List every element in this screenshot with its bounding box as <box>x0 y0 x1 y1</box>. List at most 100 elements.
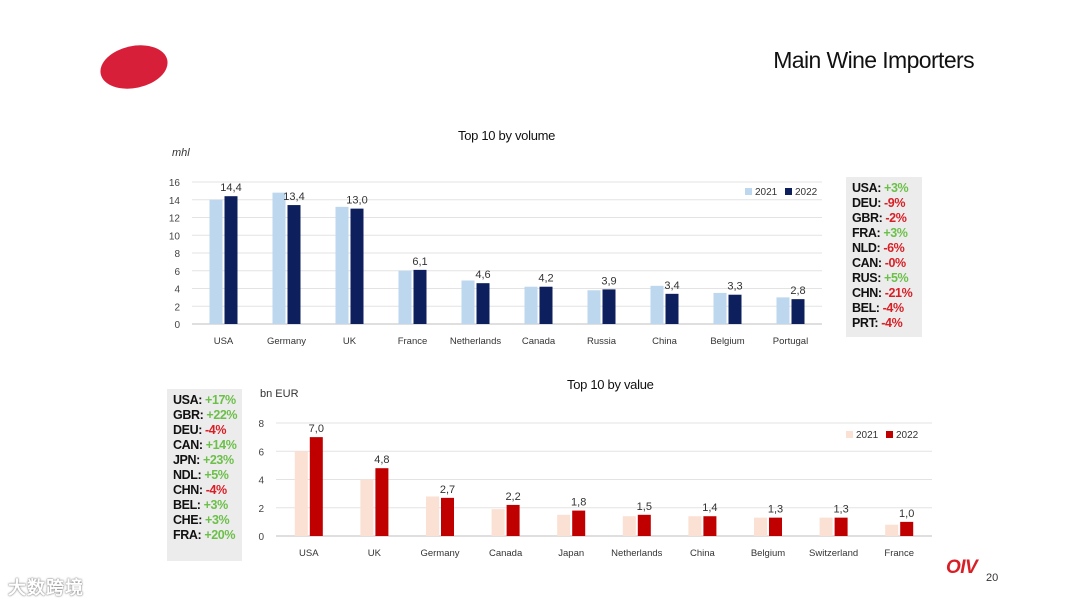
volume-category-label: Belgium <box>710 336 744 347</box>
value-bar-2022 <box>441 497 454 536</box>
volume-category-label: France <box>398 336 428 347</box>
change-value: +23% <box>199 453 234 467</box>
change-value: +3% <box>201 513 230 527</box>
value-bar-2021 <box>294 451 308 536</box>
value-change-row: GBR: +22% <box>173 408 238 423</box>
value-change-box: USA: +17% GBR: +22% DEU: -4% CAN: +14% JPN: … <box>167 389 242 561</box>
value-bar-2022 <box>834 517 848 536</box>
country-code: JPN: <box>173 453 200 467</box>
volume-ytick-label: 0 <box>174 320 180 331</box>
change-value: +3% <box>880 226 908 240</box>
volume-data-label: 3,3 <box>727 281 742 293</box>
value-change-row: CAN: +14% <box>173 438 237 453</box>
volume-bar-2021 <box>713 292 727 324</box>
country-code: CHN: <box>852 286 882 300</box>
value-data-label: 1,8 <box>571 497 586 509</box>
volume-chart-title: Top 10 by volume <box>458 128 556 143</box>
value-bar-2021 <box>557 514 571 536</box>
value-bar-2021 <box>360 479 374 536</box>
volume-data-label: 13,4 <box>283 191 304 203</box>
value-change-row: CHN: -4% <box>173 483 236 498</box>
change-value: -9% <box>880 196 906 210</box>
volume-category-label: Portugal <box>773 336 808 347</box>
value-category-label: Netherlands <box>611 548 662 559</box>
change-value: -6% <box>880 241 905 255</box>
volume-bar-2022 <box>476 283 490 324</box>
page-number: 20 <box>986 572 999 584</box>
volume-change-row: FRA: +3% <box>852 226 916 241</box>
value-legend-swatch <box>846 431 853 438</box>
value-bar-2022 <box>703 516 717 536</box>
value-bar-2021 <box>754 517 767 536</box>
volume-change-row: PRT: -4% <box>852 316 916 331</box>
volume-category-label: Canada <box>522 336 556 347</box>
volume-category-label: USA <box>214 336 234 347</box>
volume-bar-2022 <box>413 269 427 324</box>
change-value: -4% <box>878 316 903 330</box>
value-bar-2022 <box>506 504 520 536</box>
value-category-label: Japan <box>558 548 584 559</box>
value-data-label: 4,8 <box>374 454 389 466</box>
volume-unit-label: mhl <box>172 147 190 159</box>
volume-data-label: 2,8 <box>790 285 805 297</box>
value-legend-swatch <box>886 431 893 438</box>
volume-category-label: UK <box>343 336 357 347</box>
change-value: -0% <box>881 256 906 270</box>
value-data-label: 1,4 <box>702 502 717 514</box>
volume-data-label: 3,4 <box>664 280 679 292</box>
volume-bar-2021 <box>650 285 664 324</box>
volume-bar-2021 <box>587 290 601 324</box>
volume-bar-2022 <box>539 286 553 324</box>
volume-bar-2022 <box>287 205 301 324</box>
change-value: +20% <box>201 528 236 542</box>
value-bar-2022 <box>900 521 914 536</box>
value-change-row: JPN: +23% <box>173 453 236 468</box>
value-data-label: 1,0 <box>899 508 914 520</box>
volume-category-label: China <box>652 336 678 347</box>
change-value: +3% <box>200 498 229 512</box>
value-category-label: France <box>884 548 914 559</box>
value-category-label: UK <box>368 548 382 559</box>
change-value: -4% <box>202 483 227 497</box>
volume-change-row: NLD: -6% <box>852 241 916 256</box>
volume-ytick-label: 2 <box>174 302 180 313</box>
volume-bar-2021 <box>461 280 475 324</box>
country-code: GBR: <box>852 211 883 225</box>
value-unit-label: bn EUR <box>260 388 299 400</box>
volume-category-label: Netherlands <box>450 336 501 347</box>
value-bar-2021 <box>426 496 439 536</box>
country-code: CHN: <box>173 483 203 497</box>
value-legend-label: 2022 <box>896 430 919 441</box>
value-category-label: Switzerland <box>809 548 858 559</box>
country-code: NDL: <box>173 468 202 482</box>
volume-ytick-label: 16 <box>169 178 181 189</box>
volume-bar-2021 <box>335 206 349 324</box>
volume-legend-label: 2021 <box>755 187 778 198</box>
change-value: -2% <box>882 211 907 225</box>
volume-ytick-label: 6 <box>174 267 180 278</box>
volume-change-row: USA: +3% <box>852 181 916 196</box>
volume-data-label: 13,0 <box>346 195 367 207</box>
value-ytick-label: 6 <box>258 447 264 458</box>
value-change-row: USA: +17% <box>173 393 236 408</box>
value-bar-2022 <box>309 437 323 536</box>
volume-bar-2022 <box>665 293 679 324</box>
change-value: -4% <box>879 301 904 315</box>
volume-change-row: GBR: -2% <box>852 211 916 226</box>
change-value: -21% <box>881 286 913 300</box>
value-data-label: 1,3 <box>833 504 848 516</box>
volume-legend-swatch <box>785 188 792 195</box>
value-bar-2022 <box>375 468 389 536</box>
value-ytick-label: 4 <box>258 476 264 487</box>
change-value: -4% <box>201 423 227 437</box>
value-category-label: China <box>690 548 716 559</box>
volume-ytick-label: 12 <box>169 214 181 225</box>
volume-bar-2022 <box>350 208 364 324</box>
value-chart-title: Top 10 by value <box>567 377 654 392</box>
country-code: PRT: <box>852 316 879 330</box>
country-code: BEL: <box>852 301 880 315</box>
value-bar-2022 <box>637 514 651 536</box>
value-legend-label: 2021 <box>856 430 879 441</box>
